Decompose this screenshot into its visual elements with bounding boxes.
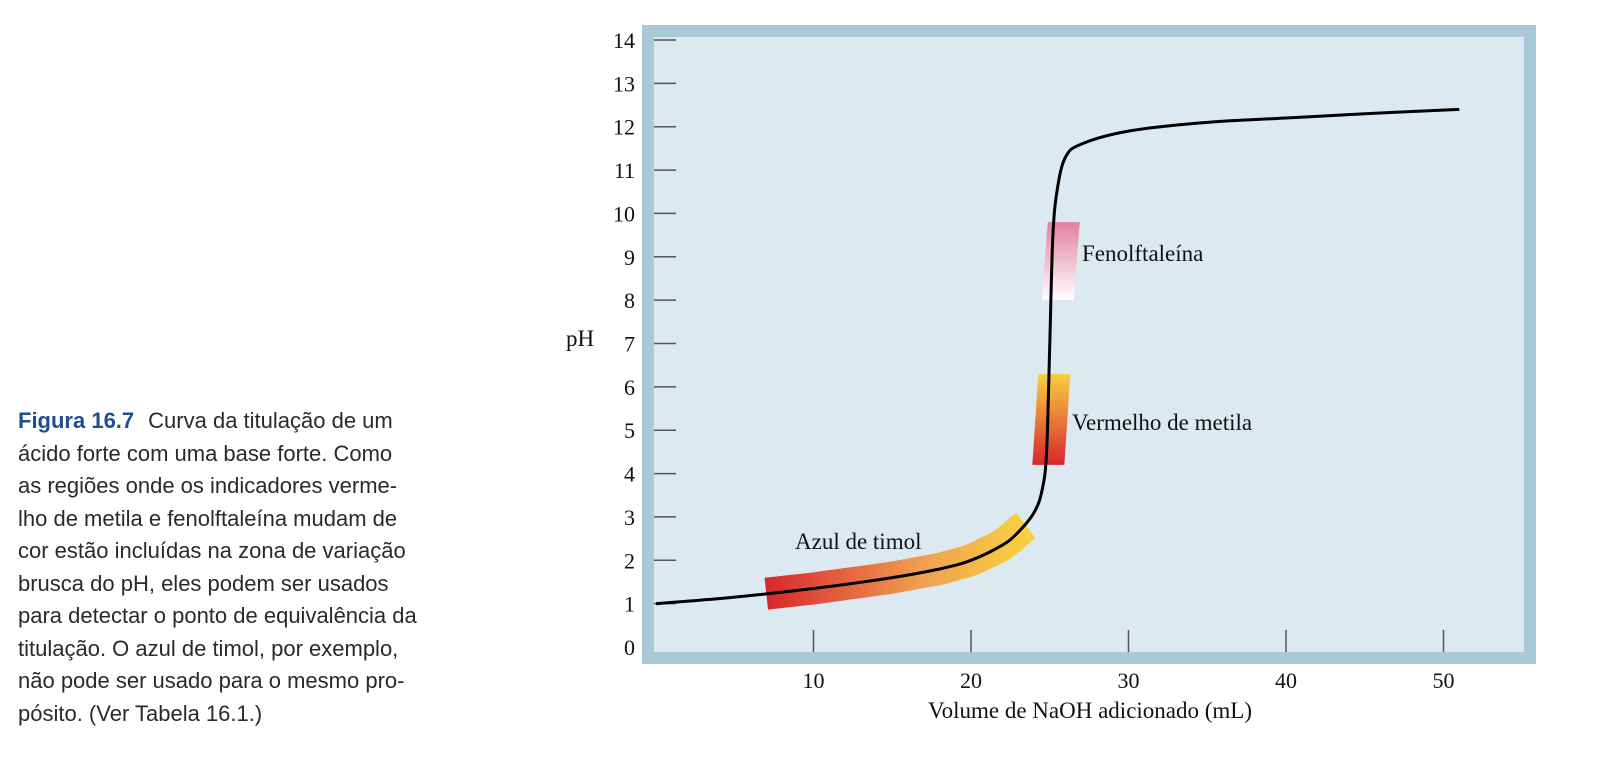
y-tick-label-4: 4 — [624, 462, 635, 487]
x-axis: 10 20 30 40 50 — [803, 630, 1455, 693]
x-tick-label-50: 50 — [1433, 668, 1455, 693]
caption-line-8: titulação. O azul de timol, por exemplo, — [18, 635, 399, 661]
y-tick-label-1: 1 — [624, 592, 635, 617]
y-tick-label-6: 6 — [624, 375, 635, 400]
caption-line-1: Figura 16.7 Curva da titulação de um — [18, 408, 393, 433]
figure-label: Figura 16.7 — [18, 408, 135, 433]
indicator-band-vermelho-de-metila — [1032, 373, 1071, 465]
y-tick-label-8: 8 — [624, 288, 635, 313]
caption-line-5: cor estão incluídas na zona de variação — [18, 538, 406, 563]
indicator-label-fenolftale-na: Fenolftaleína — [1082, 241, 1203, 266]
y-tick-label-3: 3 — [624, 505, 635, 530]
x-tick-label-30: 30 — [1118, 668, 1140, 693]
plot-background — [654, 37, 1524, 652]
y-tick-label-14: 14 — [613, 28, 635, 53]
indicator-label-azul-de-timol: Azul de timol — [795, 529, 921, 554]
y-tick-label-13: 13 — [613, 71, 635, 96]
y-tick-label-9: 9 — [624, 245, 635, 270]
x-tick-label-10: 10 — [803, 668, 825, 693]
x-axis-label: Volume de NaOH adicionado (mL) — [928, 698, 1252, 723]
figure-caption: Figura 16.7 Curva da titulação de um ácid… — [18, 405, 488, 730]
indicator-band-fenolftale-na — [1041, 222, 1080, 301]
y-tick-label-7: 7 — [624, 332, 635, 357]
y-tick-label-5: 5 — [624, 418, 635, 443]
titration-curve — [655, 107, 1460, 606]
caption-line-4: lho de metila e fenolftaleína mudam de — [18, 505, 398, 531]
y-tick-label-0: 0 — [624, 635, 635, 660]
y-axis-label: pH — [566, 326, 594, 351]
x-tick-label-40: 40 — [1275, 668, 1297, 693]
caption-line-3: as regiões onde os indicadores verme- — [18, 473, 398, 498]
caption-line-6: brusca do pH, eles podem ser usados — [18, 570, 389, 596]
caption-line-7: para detectar o ponto de equivalência da — [18, 603, 417, 628]
caption-line-9: não pode ser usado para o mesmo pro- — [18, 668, 405, 693]
y-tick-label-11: 11 — [614, 158, 635, 183]
caption-line-10: pósito. (Ver Tabela 16.1.) — [18, 700, 263, 726]
caption-line-2: ácido forte com uma base forte. Como — [18, 440, 393, 466]
y-tick-label-12: 12 — [613, 115, 635, 140]
x-tick-label-20: 20 — [960, 668, 982, 693]
y-tick-label-10: 10 — [613, 201, 635, 226]
indicator-label-vermelho-de-metila: Vermelho de metila — [1072, 410, 1252, 435]
y-tick-label-2: 2 — [624, 548, 635, 573]
